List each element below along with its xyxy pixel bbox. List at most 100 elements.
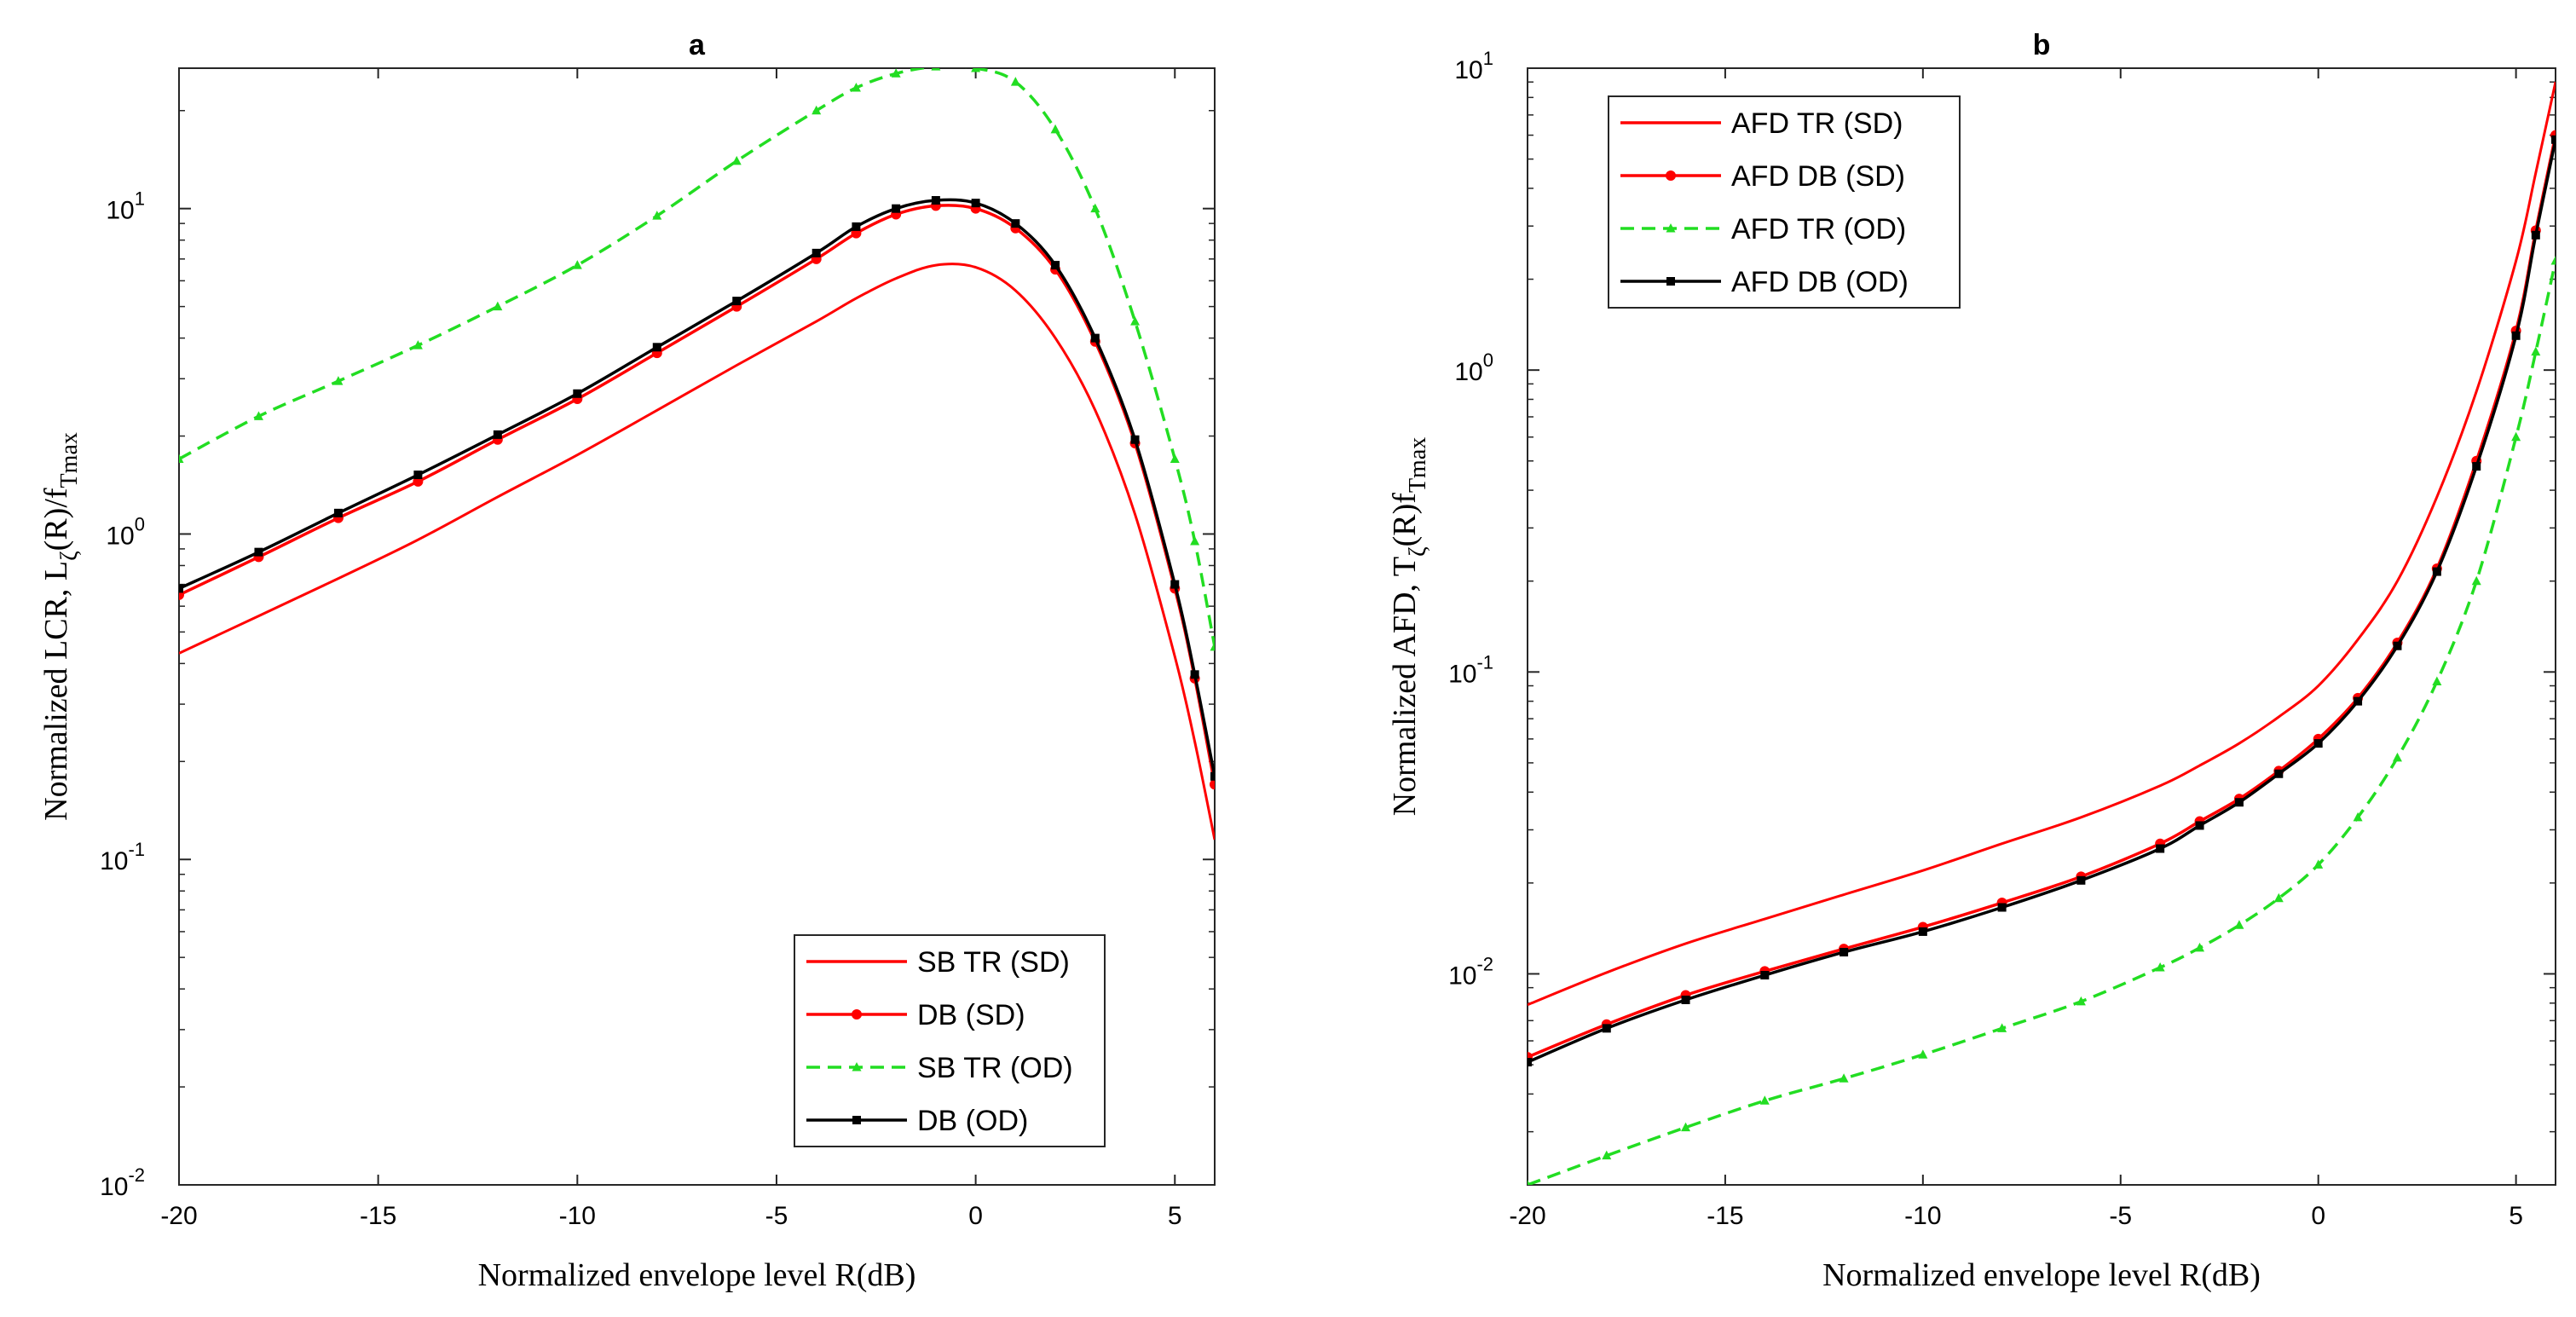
- x-tick-label: -15: [360, 1202, 396, 1230]
- data-point-sb-tr-od: [1210, 641, 1215, 651]
- legend-marker-afd-db-od: [1666, 277, 1675, 286]
- data-point-db-od: [1011, 219, 1020, 228]
- data-point-afd-tr-od: [2392, 752, 2402, 762]
- legend-label-db-od: DB (OD): [917, 1105, 1028, 1137]
- data-point-afd-db-od: [2472, 462, 2481, 471]
- data-point-sb-tr-od: [891, 68, 901, 78]
- data-point-db-od: [1130, 435, 1140, 444]
- data-point-afd-db-od: [2551, 135, 2556, 144]
- series-line-sb-tr-od: [179, 68, 1215, 648]
- data-point-afd-tr-od: [2353, 812, 2363, 822]
- data-point-afd-db-od: [2076, 875, 2086, 885]
- chart-title: b: [2033, 29, 2051, 61]
- data-point-db-od: [1051, 261, 1060, 270]
- data-point-sb-tr-od: [931, 68, 941, 71]
- x-tick-label: -5: [765, 1202, 788, 1230]
- y-tick-label: 10-1: [100, 839, 145, 875]
- series-line-afd-tr-sd: [1528, 81, 2556, 1007]
- y-tick-label: 10-2: [100, 1164, 145, 1201]
- data-point-db-od: [852, 222, 861, 231]
- data-point-afd-tr-od: [2471, 575, 2481, 586]
- data-point-afd-db-od: [1840, 948, 1849, 957]
- series-line-db-sd: [179, 204, 1215, 785]
- data-point-db-od: [652, 343, 661, 352]
- axes-box: [178, 67, 1216, 1186]
- data-point-db-od: [413, 471, 423, 480]
- legend-label-sb-tr-sd: SB TR (SD): [917, 946, 1070, 979]
- data-point-sb-tr-od: [253, 411, 263, 420]
- data-point-afd-tr-od: [1602, 1150, 1612, 1160]
- legend-marker-db-sd: [852, 1009, 862, 1020]
- data-point-afd-db-od: [1997, 903, 2007, 912]
- plot-area: [1528, 81, 2556, 1185]
- data-point-afd-db-od: [2511, 331, 2521, 340]
- legend-marker-afd-db-sd: [1666, 170, 1676, 181]
- y-tick-label: 100: [106, 513, 145, 550]
- data-point-sb-tr-od: [1190, 535, 1200, 546]
- data-point-db-sd: [1210, 779, 1215, 790]
- data-point-afd-db-od: [2274, 769, 2284, 778]
- data-point-sb-tr-od: [179, 453, 184, 463]
- data-point-afd-db-od: [1602, 1024, 1611, 1033]
- legend: AFD TR (SD) AFD DB (SD) AFD TR (OD) AFD DB …: [1608, 95, 1961, 309]
- legend-label-afd-tr-sd: AFD TR (SD): [1731, 107, 1903, 140]
- legend-label-afd-db-od: AFD DB (OD): [1731, 266, 1909, 298]
- data-point-sb-tr-od: [851, 83, 861, 92]
- data-point-afd-db-od: [1760, 971, 1770, 980]
- legend-label-afd-tr-od: AFD TR (OD): [1731, 213, 1906, 245]
- data-point-afd-tr-od: [1997, 1023, 2007, 1032]
- data-point-db-od: [179, 584, 183, 593]
- x-tick-label: -20: [160, 1202, 197, 1230]
- data-point-afd-tr-od: [1528, 1180, 1531, 1185]
- data-point-afd-db-od: [1528, 1058, 1532, 1067]
- data-point-afd-db-od: [1681, 995, 1690, 1004]
- data-point-db-od: [333, 508, 343, 517]
- y-axis-label: Normalized AFD, Tζ(R)fTmax: [1387, 437, 1431, 817]
- data-point-db-od: [732, 297, 742, 306]
- series-line-sb-tr-sd: [179, 263, 1215, 840]
- x-axis-label: Normalized envelope level R(dB): [1822, 1257, 2261, 1293]
- data-point-sb-tr-od: [811, 105, 822, 115]
- data-point-afd-db-od: [2354, 696, 2363, 706]
- x-tick-label: 0: [2311, 1202, 2325, 1230]
- legend-marker-db-od: [852, 1116, 861, 1124]
- data-point-db-od: [1210, 771, 1215, 781]
- y-tick-label: 101: [106, 188, 145, 225]
- y-tick-label: 101: [1454, 48, 1493, 84]
- legend-label-sb-tr-od: SB TR (OD): [917, 1052, 1073, 1084]
- chart-title: a: [689, 29, 706, 61]
- data-point-sb-tr-od: [1050, 124, 1060, 134]
- x-tick-label: -15: [1707, 1202, 1743, 1230]
- data-point-afd-tr-od: [2511, 431, 2521, 442]
- data-point-db-od: [931, 196, 940, 205]
- data-point-afd-tr-od: [2234, 920, 2244, 929]
- data-point-afd-tr-od: [2273, 892, 2284, 903]
- data-point-afd-db-od: [2313, 739, 2323, 748]
- legend-box: [794, 934, 1106, 1147]
- data-point-db-od: [1170, 580, 1180, 589]
- legend: SB TR (SD) DB (SD) SB TR (OD) DB (OD): [794, 934, 1106, 1147]
- data-point-afd-tr-od: [2155, 962, 2165, 972]
- x-tick-label: 5: [1168, 1202, 1182, 1230]
- data-point-db-od: [971, 199, 980, 208]
- legend-marker-sb-tr-od: [852, 1062, 862, 1072]
- data-point-db-od: [892, 204, 901, 213]
- data-point-afd-db-od: [2393, 641, 2402, 650]
- x-tick-label: -10: [1904, 1202, 1941, 1230]
- data-point-afd-tr-od: [2195, 942, 2205, 952]
- data-point-afd-db-od: [1918, 927, 1927, 936]
- data-point-afd-db-od: [2156, 844, 2165, 853]
- data-point-db-od: [1090, 333, 1100, 343]
- data-point-sb-tr-od: [413, 340, 423, 349]
- x-tick-label: -5: [2109, 1202, 2132, 1230]
- data-point-sb-tr-od: [493, 301, 503, 311]
- data-point-afd-tr-od: [1839, 1073, 1849, 1083]
- data-point-afd-db-od: [2531, 230, 2540, 240]
- panel-a: -20 -15 -10 -5 0 5 10-2 10-1 100 101 a Normalized e…: [38, 29, 1216, 1293]
- legend-label-afd-db-sd: AFD DB (SD): [1731, 160, 1905, 193]
- data-point-sb-tr-od: [731, 155, 742, 165]
- data-point-sb-tr-od: [1130, 316, 1141, 326]
- data-point-db-od: [493, 430, 502, 439]
- data-point-sb-tr-od: [652, 211, 662, 220]
